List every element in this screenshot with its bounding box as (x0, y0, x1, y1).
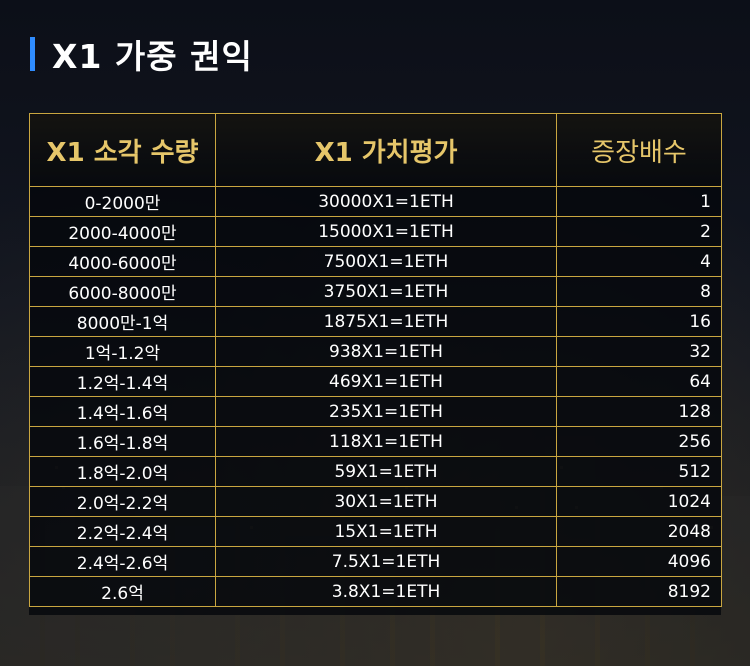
cell-valuation: 59X1=1ETH (215, 456, 557, 487)
cell-multiplier: 8192 (556, 576, 722, 607)
cell-valuation: 3.8X1=1ETH (215, 576, 557, 607)
table-header-row: X1 소각 수량 X1 가치평가 증장배수 (29, 113, 722, 187)
rights-table-container: X1 소각 수량 X1 가치평가 증장배수 0-2000만 30000X1=1ET… (29, 113, 722, 615)
cell-burn-amount: 0-2000만 (29, 186, 216, 217)
table-row: 2000-4000만 15000X1=1ETH 2 (29, 216, 722, 247)
cell-burn-amount: 1억-1.2악 (29, 336, 216, 367)
cell-multiplier: 8 (556, 276, 722, 307)
cell-burn-amount: 2.4억-2.6억 (29, 546, 216, 577)
cell-valuation: 469X1=1ETH (215, 366, 557, 397)
cell-valuation: 15X1=1ETH (215, 516, 557, 547)
cell-valuation: 118X1=1ETH (215, 426, 557, 457)
table-row: 2.4억-2.6억 7.5X1=1ETH 4096 (29, 546, 722, 577)
cell-burn-amount: 2.6억 (29, 576, 216, 607)
table-row: 4000-6000만 7500X1=1ETH 4 (29, 246, 722, 277)
cell-multiplier: 64 (556, 366, 722, 397)
cell-valuation: 3750X1=1ETH (215, 276, 557, 307)
table-row: 1억-1.2악 938X1=1ETH 32 (29, 336, 722, 367)
cell-multiplier: 32 (556, 336, 722, 367)
cell-multiplier: 4 (556, 246, 722, 277)
cell-valuation: 1875X1=1ETH (215, 306, 557, 337)
cell-valuation: 235X1=1ETH (215, 396, 557, 427)
table-row: 2.2억-2.4억 15X1=1ETH 2048 (29, 516, 722, 547)
cell-burn-amount: 1.2억-1.4억 (29, 366, 216, 397)
cell-valuation: 7500X1=1ETH (215, 246, 557, 277)
table-row: 1.6억-1.8억 118X1=1ETH 256 (29, 426, 722, 457)
table-row: 2.0억-2.2억 30X1=1ETH 1024 (29, 486, 722, 517)
header-burn-amount: X1 소각 수량 (29, 113, 216, 187)
cell-burn-amount: 6000-8000만 (29, 276, 216, 307)
table-row: 2.6억 3.8X1=1ETH 8192 (29, 576, 722, 607)
cell-multiplier: 512 (556, 456, 722, 487)
cell-burn-amount: 1.8억-2.0억 (29, 456, 216, 487)
cell-burn-amount: 1.6억-1.8억 (29, 426, 216, 457)
cell-burn-amount: 1.4억-1.6억 (29, 396, 216, 427)
title-accent-bar (30, 37, 35, 71)
cell-multiplier: 2 (556, 216, 722, 247)
table-row: 1.2억-1.4억 469X1=1ETH 64 (29, 366, 722, 397)
cell-multiplier: 1 (556, 186, 722, 217)
cell-multiplier: 1024 (556, 486, 722, 517)
table-row: 0-2000만 30000X1=1ETH 1 (29, 186, 722, 217)
page-title-text: X1 가중 권익 (52, 37, 253, 76)
cell-valuation: 938X1=1ETH (215, 336, 557, 367)
rights-table: X1 소각 수량 X1 가치평가 증장배수 0-2000만 30000X1=1ET… (29, 113, 722, 607)
cell-burn-amount: 2.0억-2.2억 (29, 486, 216, 517)
cell-burn-amount: 2.2억-2.4억 (29, 516, 216, 547)
page-title: X1 가중 권익 (30, 30, 253, 78)
cell-multiplier: 2048 (556, 516, 722, 547)
table-row: 1.4억-1.6억 235X1=1ETH 128 (29, 396, 722, 427)
cell-valuation: 30X1=1ETH (215, 486, 557, 517)
table-row: 1.8억-2.0억 59X1=1ETH 512 (29, 456, 722, 487)
cell-multiplier: 256 (556, 426, 722, 457)
header-multiplier: 증장배수 (556, 113, 722, 187)
cell-multiplier: 128 (556, 396, 722, 427)
table-row: 8000만-1억 1875X1=1ETH 16 (29, 306, 722, 337)
cell-burn-amount: 4000-6000만 (29, 246, 216, 277)
cell-valuation: 30000X1=1ETH (215, 186, 557, 217)
cell-multiplier: 4096 (556, 546, 722, 577)
table-row: 6000-8000만 3750X1=1ETH 8 (29, 276, 722, 307)
cell-valuation: 7.5X1=1ETH (215, 546, 557, 577)
cell-burn-amount: 8000만-1억 (29, 306, 216, 337)
cell-multiplier: 16 (556, 306, 722, 337)
cell-valuation: 15000X1=1ETH (215, 216, 557, 247)
header-valuation: X1 가치평가 (215, 113, 557, 187)
cell-burn-amount: 2000-4000만 (29, 216, 216, 247)
